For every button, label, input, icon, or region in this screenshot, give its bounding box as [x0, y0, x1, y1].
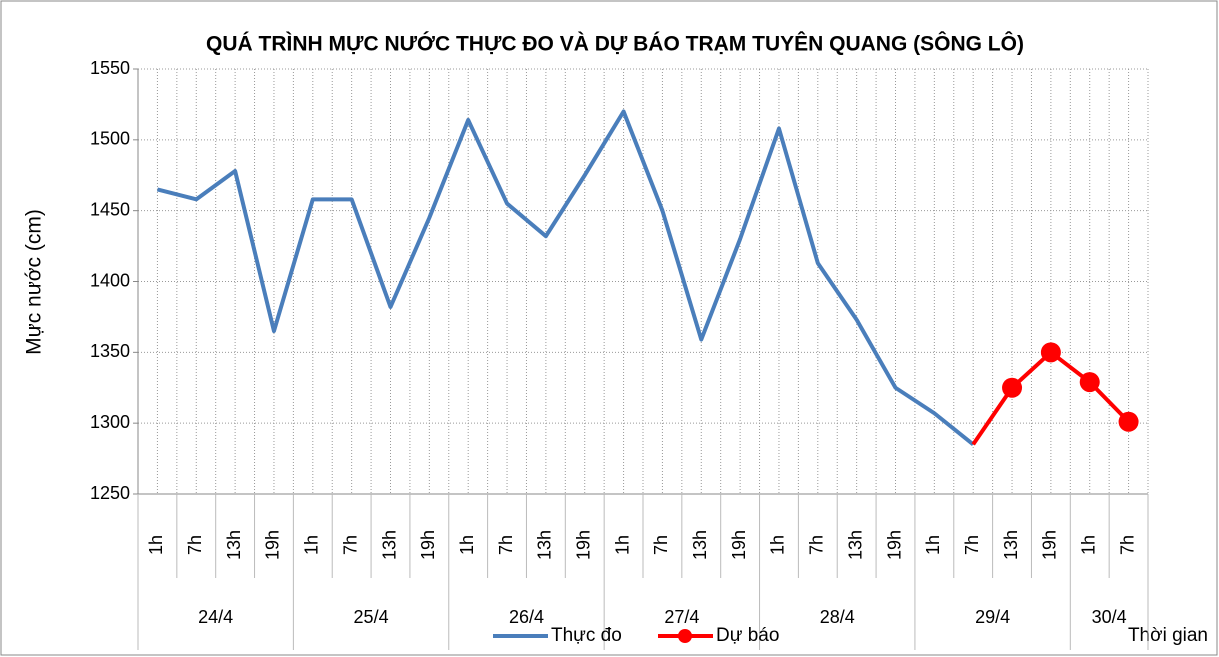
x-tick-label: 7h — [340, 535, 360, 555]
x-tick-label: 1h — [923, 535, 943, 555]
x-tick-label: 1h — [146, 535, 166, 555]
group-label: 27/4 — [664, 607, 699, 627]
chart-title: QUÁ TRÌNH MỰC NƯỚC THỰC ĐO VÀ DỰ BÁO TRẠ… — [206, 32, 1024, 56]
group-label: 29/4 — [975, 607, 1010, 627]
series-marker — [1079, 372, 1100, 393]
x-tick-label: 13h — [535, 530, 555, 560]
x-tick-label: 7h — [496, 535, 516, 555]
x-tick-label: 13h — [224, 530, 244, 560]
group-label: 26/4 — [509, 607, 544, 627]
group-label: 24/4 — [198, 607, 233, 627]
x-tick-label: 7h — [1117, 535, 1137, 555]
group-label: 25/4 — [354, 607, 389, 627]
legend-marker — [678, 629, 692, 643]
y-tick-label: 1400 — [90, 270, 130, 290]
x-tick-label: 1h — [457, 535, 477, 555]
y-tick-label: 1500 — [90, 129, 130, 149]
legend-item: Thực đo — [493, 625, 622, 646]
x-tick-label: 13h — [690, 530, 710, 560]
y-tick-label: 1250 — [90, 483, 130, 503]
x-tick-label: 7h — [807, 535, 827, 555]
x-tick-label: 19h — [884, 530, 904, 560]
legend-label: Dự báo — [716, 625, 779, 646]
x-tick-label: 1h — [302, 535, 322, 555]
x-tick-label: 19h — [263, 530, 283, 560]
x-tick-label: 1h — [1078, 535, 1098, 555]
group-label: 30/4 — [1092, 607, 1127, 627]
x-tick-label: 19h — [418, 530, 438, 560]
x-tick-label: 7h — [651, 535, 671, 555]
y-axis-label: Mực nước (cm) — [23, 209, 46, 355]
x-tick-label: 13h — [1001, 530, 1021, 560]
y-tick-label: 1350 — [90, 341, 130, 361]
y-tick-label: 1300 — [90, 412, 130, 432]
series-marker — [1040, 342, 1061, 363]
y-tick-label: 1550 — [90, 58, 130, 78]
group-label: 28/4 — [820, 607, 855, 627]
series-marker — [1118, 411, 1139, 432]
x-tick-label: 1h — [612, 535, 632, 555]
legend-label: Thực đo — [551, 625, 622, 646]
x-tick-label: 13h — [379, 530, 399, 560]
x-tick-label: 19h — [729, 530, 749, 560]
x-tick-label: 19h — [1040, 530, 1060, 560]
x-tick-label: 7h — [962, 535, 982, 555]
x-tick-label: 7h — [185, 535, 205, 555]
x-tick-label: 1h — [768, 535, 788, 555]
y-tick-label: 1450 — [90, 199, 130, 219]
legend-item: Dự báo — [658, 625, 779, 646]
x-axis-label: Thời gian — [1128, 625, 1208, 646]
x-tick-label: 19h — [573, 530, 593, 560]
series-line — [156, 109, 975, 446]
x-tick-label: 13h — [845, 530, 865, 560]
series-marker — [1002, 377, 1023, 398]
